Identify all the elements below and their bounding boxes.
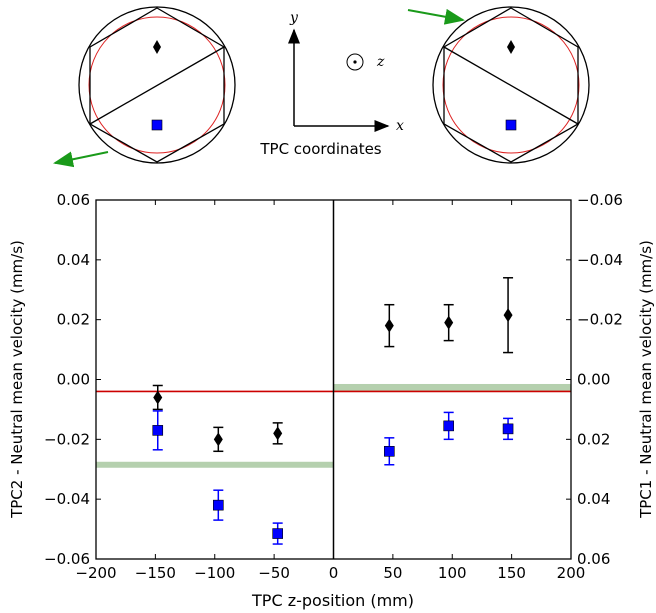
- y-tick-label-right: 0.06: [577, 550, 610, 568]
- diamond-marker-icon: [507, 40, 515, 54]
- square-point: [213, 499, 224, 511]
- x-tick-label: 200: [557, 564, 586, 582]
- x-tick-label: 50: [383, 564, 402, 582]
- x-tick-label: −50: [258, 564, 290, 582]
- tpc2-cross-section: [53, 6, 236, 168]
- square-point: [272, 528, 283, 539]
- y-tick-label-left: 0.00: [57, 371, 90, 389]
- y-tick-label-right: 0.02: [577, 430, 610, 448]
- axis-z-label: z: [376, 54, 385, 70]
- x-tick-label: −150: [135, 564, 176, 582]
- diamond-point: [273, 426, 283, 441]
- y-tick-label-left: 0.02: [57, 311, 90, 329]
- square-marker-icon: [505, 119, 517, 131]
- square-point: [443, 420, 454, 432]
- y-tick-label-left: −0.04: [44, 490, 90, 508]
- tpc1-cross-section: [407, 6, 590, 164]
- diamond-point: [153, 390, 163, 405]
- coordinates-caption: TPC coordinates: [259, 140, 381, 158]
- green-arrow-icon: [407, 8, 465, 25]
- y-axis-label-right: TPC1 - Neutral mean velocity (mm/s): [637, 240, 655, 519]
- diamond-point: [503, 308, 513, 323]
- y-tick-label-left: 0.04: [57, 251, 90, 269]
- y-tick-label-right: −0.06: [577, 191, 623, 209]
- y-tick-label-right: −0.02: [577, 311, 623, 329]
- green-band: [333, 383, 571, 392]
- green-arrow-icon: [53, 151, 109, 168]
- square-point: [384, 445, 395, 457]
- diamond-point: [384, 318, 394, 333]
- coordinate-diagram: y x z TPC coordinates: [259, 10, 404, 158]
- axis-x-label: x: [396, 118, 404, 134]
- diamond-point: [213, 432, 223, 447]
- y-tick-label-right: −0.04: [577, 251, 623, 269]
- z-out-of-page-icon: [346, 53, 364, 71]
- plot-frame: [95, 199, 572, 560]
- y-tick-label-right: 0.04: [577, 490, 610, 508]
- square-marker-icon: [151, 119, 163, 131]
- x-tick-label: 150: [497, 564, 526, 582]
- axis-y-label: y: [289, 10, 299, 26]
- velocity-plot: −200 −150 −100 −50 0 50 100 150 2000.060.040.020…: [44, 191, 623, 582]
- y-tick-label-left: −0.06: [44, 550, 90, 568]
- x-tick-label: −100: [194, 564, 235, 582]
- square-point: [502, 423, 514, 435]
- x-tick-label: −200: [75, 564, 116, 582]
- x-tick-label: 100: [438, 564, 467, 582]
- data-points: [152, 277, 514, 545]
- square-point: [152, 425, 164, 436]
- axis-ticks: −200 −150 −100 −50 0 50 100 150 2000.060.040.020…: [44, 191, 623, 582]
- diamond-marker-icon: [153, 40, 161, 54]
- diamond-point: [444, 315, 454, 330]
- green-bands: [96, 383, 571, 468]
- x-tick-label: 0: [329, 564, 339, 582]
- y-axis-label-left: TPC2 - Neutral mean velocity (mm/s): [8, 240, 26, 519]
- y-tick-label-left: −0.02: [44, 430, 90, 448]
- green-band: [96, 461, 334, 468]
- y-tick-label-right: 0.00: [577, 371, 610, 389]
- x-axis-label: TPC z-position (mm): [251, 591, 414, 610]
- y-tick-label-left: 0.06: [57, 191, 90, 209]
